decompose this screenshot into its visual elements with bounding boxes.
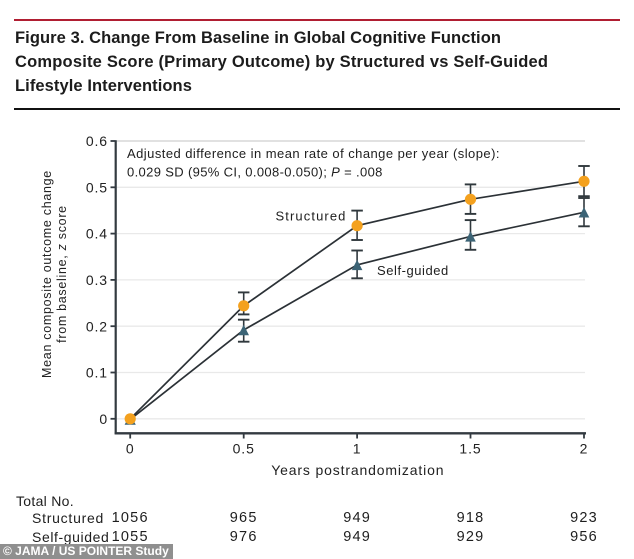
svg-text:0.5: 0.5 (86, 179, 108, 195)
svg-text:2: 2 (580, 441, 589, 457)
svg-text:from baseline, z score: from baseline, z score (55, 205, 69, 343)
svg-text:0.4: 0.4 (86, 226, 108, 242)
svg-text:Mean composite outcome change: Mean composite outcome change (40, 170, 54, 378)
svg-text:0.3: 0.3 (86, 272, 108, 288)
svg-text:Structured: Structured (276, 209, 347, 224)
svg-text:0.6: 0.6 (86, 133, 108, 149)
svg-text:1.5: 1.5 (459, 441, 481, 457)
svg-text:0: 0 (126, 441, 135, 457)
svg-text:1: 1 (353, 441, 362, 457)
svg-text:0.1: 0.1 (86, 365, 108, 381)
svg-text:Adjusted difference in mean ra: Adjusted difference in mean rate of chan… (127, 146, 500, 161)
svg-text:0.5: 0.5 (233, 441, 255, 457)
svg-text:0: 0 (99, 411, 108, 427)
svg-text:0.2: 0.2 (86, 318, 108, 334)
svg-text:Self-guided: Self-guided (377, 263, 449, 278)
svg-text:Years postrandomization: Years postrandomization (271, 462, 444, 478)
svg-text:0.029 SD (95% CI, 0.008-0.050): 0.029 SD (95% CI, 0.008-0.050); P = .008 (127, 165, 383, 180)
